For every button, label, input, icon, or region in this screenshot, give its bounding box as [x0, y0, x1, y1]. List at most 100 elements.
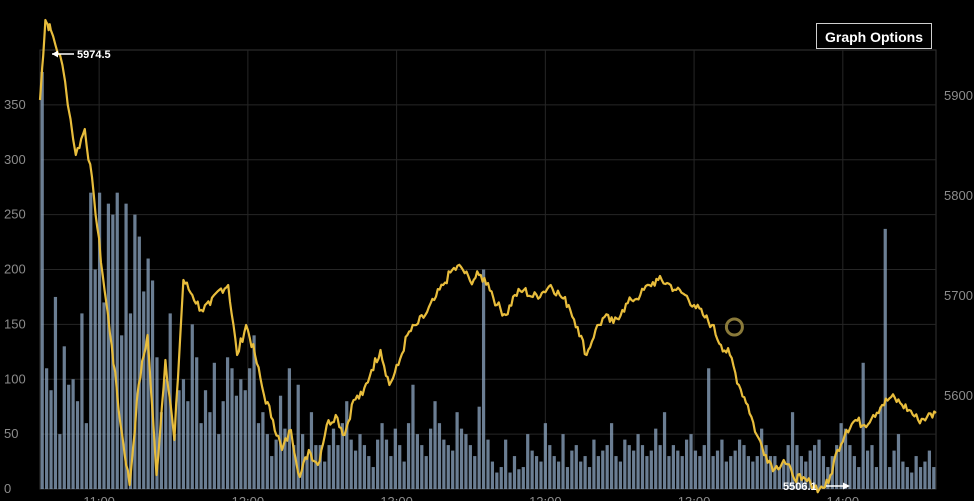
volume-bar: [640, 445, 645, 489]
volume-bar: [40, 71, 44, 489]
volume-bar: [654, 428, 658, 489]
left-axis-tick-label: 350: [4, 97, 26, 112]
volume-bar: [561, 434, 565, 489]
volume-bar: [583, 456, 587, 489]
volume-bar: [486, 439, 490, 489]
volume-bar: [437, 423, 442, 489]
volume-bar: [795, 445, 799, 489]
volume-bar: [905, 467, 909, 489]
volume-bar: [305, 456, 309, 489]
volume-bar: [892, 450, 896, 489]
volume-bar: [429, 428, 433, 489]
volume-bar: [93, 269, 97, 489]
volume-bar: [481, 269, 486, 489]
volume-bar: [336, 445, 340, 489]
volume-bar: [742, 445, 746, 489]
volume-bar: [618, 461, 623, 489]
volume-bar: [649, 450, 653, 489]
volume-bar: [799, 456, 803, 489]
volume-bar: [181, 379, 186, 489]
volume-bar: [760, 428, 764, 489]
volume-bar: [817, 439, 821, 489]
volume-bar: [186, 401, 190, 489]
volume-bar: [376, 439, 380, 489]
volume-bar: [442, 439, 446, 489]
volume-bar: [932, 467, 936, 489]
volume-bar: [155, 357, 159, 489]
left-axis-tick-label: 200: [4, 262, 26, 277]
volume-bar: [843, 428, 848, 489]
volume-bar: [852, 456, 856, 489]
volume-bar: [415, 434, 419, 489]
volume-bar: [711, 456, 715, 489]
volume-bar: [512, 456, 517, 489]
high-arrow-head: [52, 50, 58, 58]
volume-bar: [707, 368, 711, 489]
volume-bar: [433, 401, 437, 489]
right-axis-tick-label: 5600: [944, 388, 973, 403]
volume-bar: [839, 423, 843, 489]
volume-bar: [398, 445, 402, 489]
volume-bar: [821, 456, 826, 489]
volume-bar: [676, 450, 680, 489]
volume-bar: [720, 439, 724, 489]
volume-bar: [239, 379, 243, 489]
volume-bar: [508, 472, 512, 489]
axes-labels: 0 50 100 150 200 250 300 350 5600 5700 5800 5900 11:…: [4, 88, 973, 501]
volume-bar: [402, 461, 406, 489]
left-axis-tick-label: 250: [4, 207, 26, 222]
left-axis-tick-label: 0: [4, 481, 11, 496]
volume-bar: [203, 390, 208, 489]
volume-bar: [133, 214, 137, 489]
volume-bar: [857, 467, 861, 489]
volume-bar: [685, 439, 689, 489]
volume-bar: [208, 412, 212, 489]
volume-bar: [45, 368, 49, 489]
volume-bar: [879, 406, 883, 489]
graph-options-button[interactable]: Graph Options: [816, 23, 932, 49]
volume-bar: [459, 428, 464, 489]
volume-bar: [786, 445, 790, 489]
volume-bar: [737, 439, 742, 489]
volume-bar: [729, 456, 733, 489]
left-axis-tick-label: 300: [4, 152, 26, 167]
volume-bar: [883, 228, 887, 489]
volume-bar: [473, 456, 477, 489]
volume-bar: [327, 445, 331, 489]
volume-bar: [768, 456, 773, 489]
volume-bar: [495, 472, 499, 489]
volume-bar: [517, 469, 521, 489]
volume-bar: [477, 406, 481, 489]
volume-bar: [128, 313, 133, 489]
volume-bar: [601, 450, 605, 489]
x-axis-tick-label: 14:00: [827, 494, 860, 501]
volume-bar: [592, 439, 596, 489]
volume-bar: [225, 357, 230, 489]
volume-bar: [693, 450, 698, 489]
volume-bar: [265, 434, 269, 489]
x-axis-tick-label: 11:00: [83, 494, 115, 501]
price-marker: [724, 317, 744, 337]
volume-bar: [808, 450, 812, 489]
volume-bar: [490, 461, 495, 489]
volume-bar: [283, 428, 287, 489]
volume-bar: [393, 428, 397, 489]
volume-bar: [173, 434, 177, 489]
volume-bar: [353, 450, 358, 489]
volume-bar: [570, 450, 574, 489]
volume-bar: [358, 434, 362, 489]
volume-bar: [658, 445, 662, 489]
volume-bar: [835, 445, 839, 489]
volume-bar: [724, 461, 728, 489]
volume-bar: [609, 423, 614, 489]
volume-bar: [102, 302, 106, 489]
volume-bar: [804, 461, 808, 489]
volume-bar: [689, 434, 693, 489]
volume-bar: [53, 296, 58, 489]
volume-bar: [733, 450, 737, 489]
volume-bar: [548, 445, 552, 489]
volume-bar: [89, 192, 93, 490]
price-line: [38, 18, 937, 494]
volume-bar: [384, 439, 389, 489]
volume-bar: [150, 280, 155, 489]
